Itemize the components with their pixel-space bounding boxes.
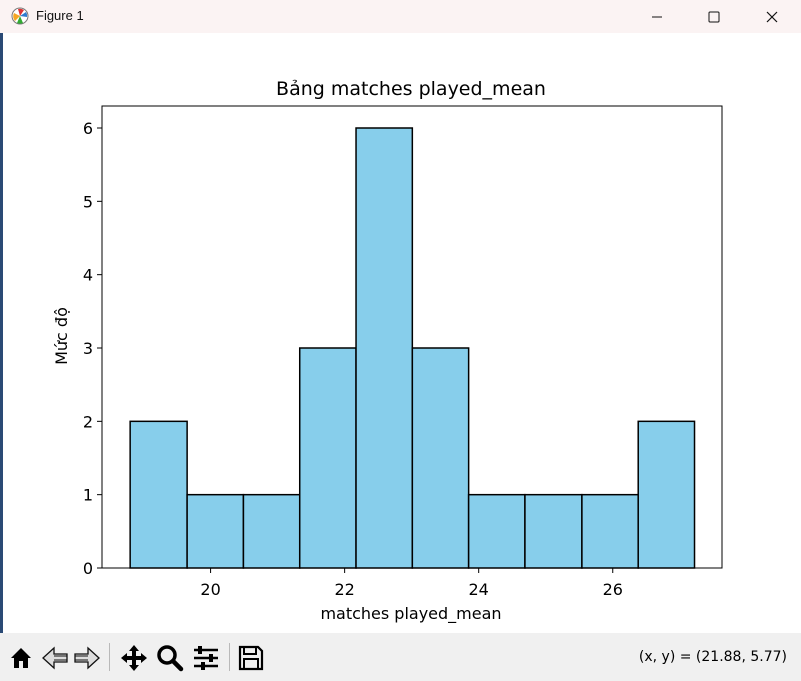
histogram-bar — [581, 493, 639, 569]
minimize-icon — [652, 16, 662, 17]
window-title: Figure 1 — [36, 8, 84, 23]
pan-icon — [121, 645, 147, 671]
zoom-icon — [157, 645, 184, 672]
close-button[interactable] — [743, 0, 801, 33]
y-tick-label: 4 — [83, 266, 93, 285]
x-tick-label: 20 — [200, 580, 220, 599]
histogram-bar — [524, 493, 583, 569]
configure-subplots-button[interactable] — [191, 643, 221, 673]
forward-icon — [74, 646, 100, 670]
navigation-toolbar: (x, y) = (21.88, 5.77) — [0, 633, 801, 681]
x-axis-label: matches played_mean — [320, 604, 501, 624]
histogram-bar — [411, 347, 470, 569]
close-icon — [766, 11, 778, 22]
forward-button[interactable] — [72, 643, 102, 673]
y-tick-label: 2 — [83, 412, 93, 431]
matplotlib-figure-icon — [11, 7, 29, 25]
back-icon — [42, 646, 68, 670]
histogram-bar — [355, 127, 414, 569]
save-icon — [238, 645, 264, 671]
y-tick-label: 1 — [83, 486, 93, 505]
histogram-bar — [298, 347, 357, 569]
maximize-button[interactable] — [685, 0, 743, 33]
y-tick-label: 0 — [83, 559, 93, 578]
toolbar-separator — [229, 643, 230, 671]
histogram-bar — [637, 420, 696, 569]
plot-frame — [101, 105, 723, 569]
zoom-button[interactable] — [155, 643, 185, 673]
histogram-bar — [242, 493, 301, 569]
window-left-edge — [0, 33, 3, 681]
save-button[interactable] — [236, 643, 266, 673]
y-axis-label: Mức độ — [52, 307, 71, 365]
chart-title: Bảng matches played_mean — [276, 78, 546, 100]
x-tick-label: 22 — [334, 580, 354, 599]
bars-group — [129, 127, 696, 569]
y-axis-ticks: 0 1 2 3 4 5 6 — [83, 119, 102, 578]
cursor-coordinates: (x, y) = (21.88, 5.77) — [638, 649, 787, 665]
histogram-bar — [186, 493, 245, 569]
histogram-bar — [467, 493, 526, 569]
x-tick-label: 24 — [469, 580, 489, 599]
window-titlebar: Figure 1 — [0, 0, 801, 33]
x-tick-label: 26 — [603, 580, 623, 599]
minimize-button[interactable] — [628, 0, 686, 33]
y-tick-label: 6 — [83, 119, 93, 138]
y-tick-label: 3 — [83, 339, 93, 358]
y-tick-label: 5 — [83, 192, 93, 211]
pan-button[interactable] — [119, 643, 149, 673]
back-button[interactable] — [40, 643, 70, 673]
home-icon — [11, 648, 31, 668]
x-axis-ticks: 20 22 24 26 — [200, 568, 623, 599]
home-button[interactable] — [6, 643, 36, 673]
histogram-bar — [129, 420, 188, 569]
configure-subplots-icon — [194, 646, 218, 670]
maximize-icon — [708, 11, 720, 22]
toolbar-separator — [109, 643, 110, 671]
